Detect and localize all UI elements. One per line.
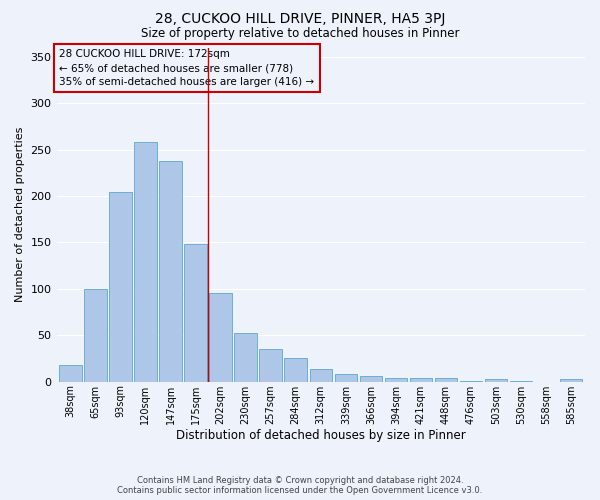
Bar [259,349,282,382]
Bar [84,289,107,382]
Bar [560,379,583,382]
Bar [510,380,532,382]
Bar [460,380,482,382]
Bar [109,192,131,382]
Bar [385,378,407,382]
Bar [209,294,232,382]
Bar [485,379,508,382]
Text: 28, CUCKOO HILL DRIVE, PINNER, HA5 3PJ: 28, CUCKOO HILL DRIVE, PINNER, HA5 3PJ [155,12,445,26]
Bar [59,365,82,382]
Text: Size of property relative to detached houses in Pinner: Size of property relative to detached ho… [141,28,459,40]
Text: Contains HM Land Registry data © Crown copyright and database right 2024.
Contai: Contains HM Land Registry data © Crown c… [118,476,482,495]
Bar [235,334,257,382]
Bar [435,378,457,382]
X-axis label: Distribution of detached houses by size in Pinner: Distribution of detached houses by size … [176,430,466,442]
Bar [184,244,207,382]
Bar [134,142,157,382]
Bar [310,368,332,382]
Bar [410,378,432,382]
Bar [359,376,382,382]
Bar [335,374,357,382]
Bar [159,160,182,382]
Text: 28 CUCKOO HILL DRIVE: 172sqm
← 65% of detached houses are smaller (778)
35% of s: 28 CUCKOO HILL DRIVE: 172sqm ← 65% of de… [59,49,314,87]
Bar [284,358,307,382]
Y-axis label: Number of detached properties: Number of detached properties [15,127,25,302]
